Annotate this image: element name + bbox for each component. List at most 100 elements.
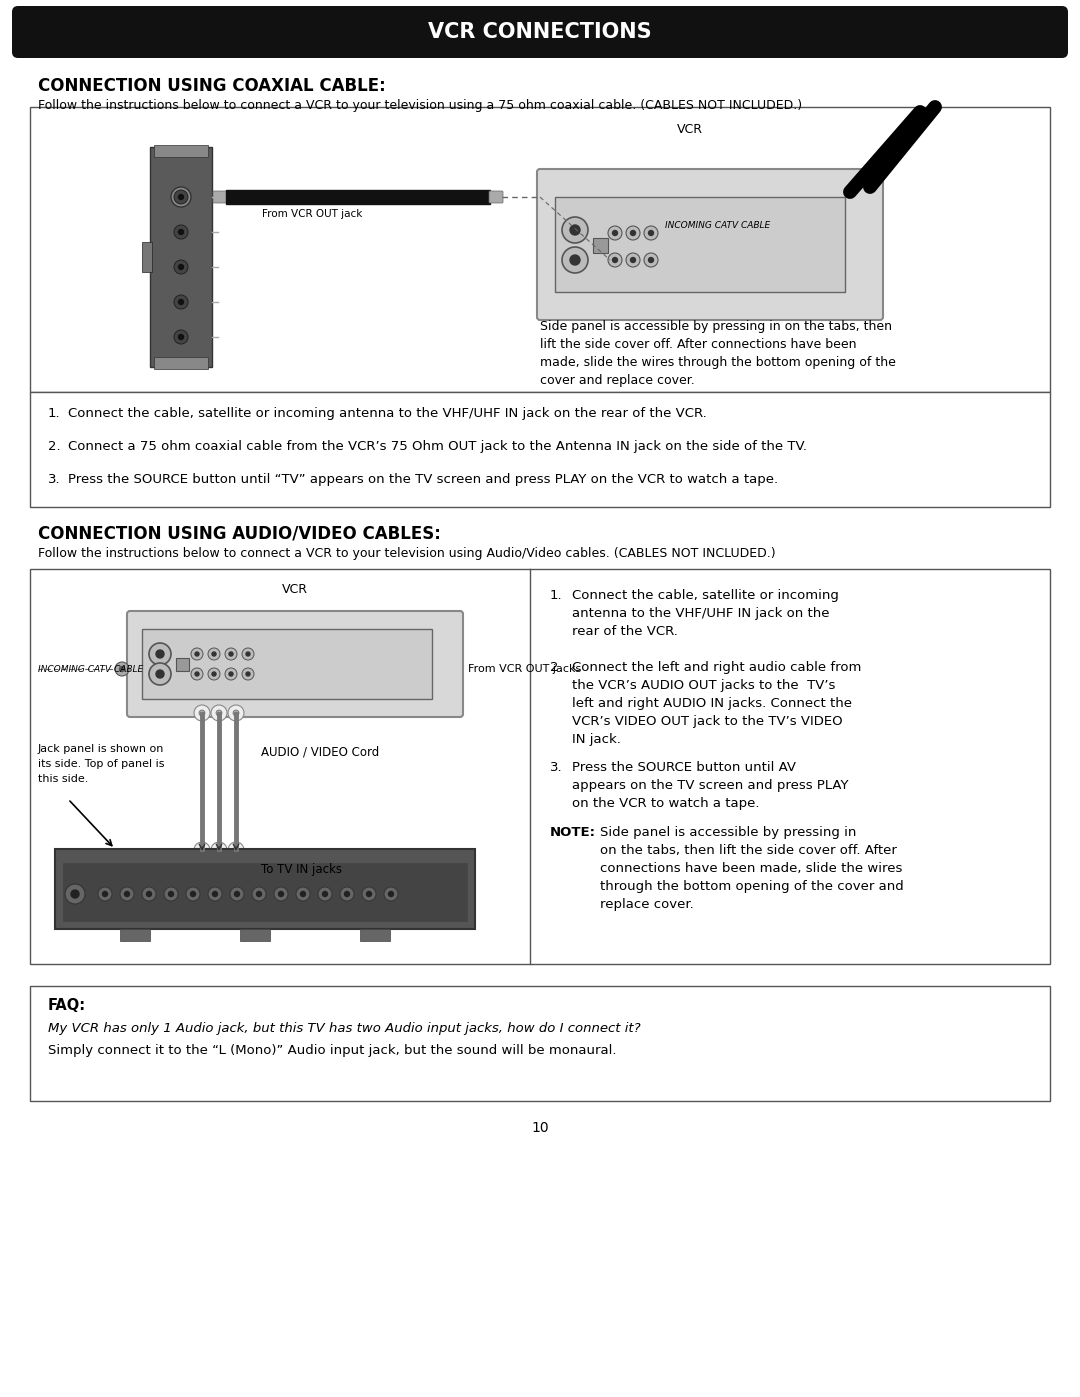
- Text: Follow the instructions below to connect a VCR to your television using a 75 ohm: Follow the instructions below to connect…: [38, 99, 802, 112]
- Circle shape: [384, 887, 399, 901]
- Circle shape: [246, 652, 249, 657]
- Circle shape: [114, 662, 129, 676]
- Circle shape: [648, 231, 653, 236]
- Circle shape: [631, 257, 635, 263]
- Circle shape: [194, 842, 210, 858]
- Circle shape: [168, 891, 174, 897]
- Circle shape: [212, 652, 216, 657]
- Circle shape: [178, 299, 184, 305]
- Text: Jack panel is shown on
its side. Top of panel is
this side.: Jack panel is shown on its side. Top of …: [38, 745, 164, 784]
- Circle shape: [174, 330, 188, 344]
- Circle shape: [648, 257, 653, 263]
- FancyBboxPatch shape: [537, 169, 883, 320]
- Text: Connect the left and right audio cable from
the VCR’s AUDIO OUT jacks to the  TV: Connect the left and right audio cable f…: [572, 661, 862, 746]
- Bar: [30, 108, 1050, 393]
- Text: Connect the cable, satellite or incoming
antenna to the VHF/UHF IN jack on the
r: Connect the cable, satellite or incoming…: [572, 590, 839, 638]
- Bar: [154, 145, 208, 156]
- Text: VCR: VCR: [677, 123, 703, 136]
- Circle shape: [141, 887, 156, 901]
- Circle shape: [191, 648, 203, 659]
- Circle shape: [120, 666, 124, 672]
- Circle shape: [233, 847, 239, 854]
- Text: Press the SOURCE button until AV
appears on the TV screen and press PLAY
on the : Press the SOURCE button until AV appears…: [572, 761, 849, 810]
- Circle shape: [124, 891, 130, 897]
- Circle shape: [300, 891, 306, 897]
- Text: To TV IN jacks: To TV IN jacks: [261, 862, 342, 876]
- Text: 2.: 2.: [550, 661, 563, 673]
- Circle shape: [340, 887, 354, 901]
- Circle shape: [345, 891, 350, 897]
- Circle shape: [570, 256, 580, 265]
- Text: Simply connect it to the “L (Mono)” Audio input jack, but the sound will be mona: Simply connect it to the “L (Mono)” Audi…: [48, 1044, 617, 1058]
- Circle shape: [626, 253, 640, 267]
- Circle shape: [208, 887, 222, 901]
- Circle shape: [257, 891, 261, 897]
- Text: 3.: 3.: [550, 761, 563, 774]
- Text: Connect a 75 ohm coaxial cable from the VCR’s 75 Ohm OUT jack to the Antenna IN : Connect a 75 ohm coaxial cable from the …: [68, 440, 807, 453]
- Circle shape: [156, 650, 164, 658]
- Circle shape: [612, 257, 618, 263]
- Circle shape: [225, 648, 237, 659]
- Circle shape: [98, 887, 112, 901]
- Circle shape: [199, 847, 205, 854]
- Circle shape: [174, 260, 188, 274]
- Bar: [555, 197, 845, 292]
- Circle shape: [608, 226, 622, 240]
- Circle shape: [208, 668, 220, 680]
- Text: Press the SOURCE button until “TV” appears on the TV screen and press PLAY on th: Press the SOURCE button until “TV” appea…: [68, 474, 778, 486]
- Circle shape: [626, 226, 640, 240]
- Text: My VCR has only 1 Audio jack, but this TV has two Audio input jacks, how do I co: My VCR has only 1 Audio jack, but this T…: [48, 1023, 640, 1035]
- Bar: [226, 190, 490, 204]
- Text: INCOMING CATV CABLE: INCOMING CATV CABLE: [38, 665, 144, 673]
- Bar: [154, 358, 208, 369]
- Circle shape: [149, 643, 171, 665]
- Bar: [30, 986, 1050, 1101]
- Text: 1.: 1.: [550, 590, 563, 602]
- Circle shape: [644, 226, 658, 240]
- FancyBboxPatch shape: [213, 191, 227, 203]
- Text: Side panel is accessible by pressing in
on the tabs, then lift the side cover of: Side panel is accessible by pressing in …: [600, 826, 904, 911]
- Circle shape: [230, 887, 244, 901]
- FancyBboxPatch shape: [127, 610, 463, 717]
- Circle shape: [211, 842, 227, 858]
- Circle shape: [171, 187, 191, 207]
- Circle shape: [562, 247, 588, 272]
- Text: Side panel is accessible by pressing in on the tabs, then
lift the side cover of: Side panel is accessible by pressing in …: [540, 320, 896, 387]
- Circle shape: [608, 253, 622, 267]
- Circle shape: [216, 710, 222, 717]
- Text: 1.: 1.: [48, 407, 60, 420]
- Circle shape: [178, 229, 184, 235]
- Text: CONNECTION USING AUDIO/VIDEO CABLES:: CONNECTION USING AUDIO/VIDEO CABLES:: [38, 525, 441, 543]
- Circle shape: [216, 847, 222, 854]
- Circle shape: [612, 231, 618, 236]
- Circle shape: [147, 891, 151, 897]
- Circle shape: [212, 672, 216, 676]
- Text: From VCR OUT jack: From VCR OUT jack: [262, 210, 363, 219]
- Circle shape: [389, 891, 393, 897]
- Bar: [593, 237, 608, 253]
- Text: From VCR OUT jacks: From VCR OUT jacks: [468, 664, 581, 673]
- Bar: [120, 929, 150, 942]
- Circle shape: [242, 648, 254, 659]
- Circle shape: [229, 652, 233, 657]
- Text: 10: 10: [531, 1120, 549, 1134]
- Circle shape: [631, 231, 635, 236]
- Circle shape: [644, 253, 658, 267]
- Circle shape: [195, 652, 199, 657]
- Text: 3.: 3.: [48, 474, 60, 486]
- Bar: [141, 629, 432, 698]
- Circle shape: [194, 705, 210, 721]
- Circle shape: [228, 842, 244, 858]
- Text: VCR: VCR: [282, 583, 308, 597]
- Bar: [150, 147, 212, 367]
- Circle shape: [242, 668, 254, 680]
- Text: NOTE:: NOTE:: [550, 826, 596, 840]
- Bar: [55, 849, 475, 929]
- Bar: [176, 658, 189, 671]
- Text: VCR CONNECTIONS: VCR CONNECTIONS: [428, 22, 652, 42]
- Circle shape: [279, 891, 283, 897]
- Circle shape: [213, 891, 217, 897]
- Text: INCOMING CATV CABLE: INCOMING CATV CABLE: [665, 221, 770, 229]
- Circle shape: [65, 884, 85, 904]
- Bar: [141, 242, 152, 272]
